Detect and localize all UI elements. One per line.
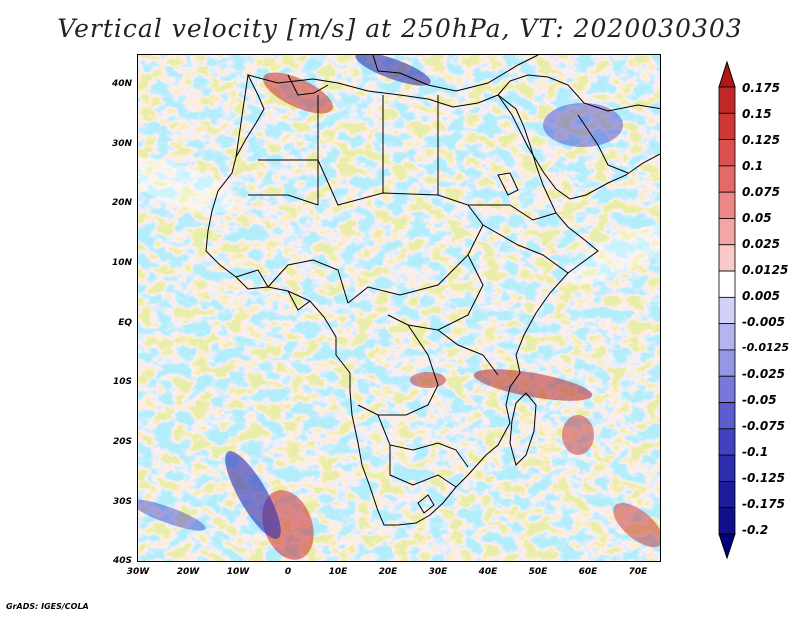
colorbar-label-15: -0.125 xyxy=(742,471,785,485)
colorbar-bin-16 xyxy=(718,481,736,509)
colorbar-label-4: 0.075 xyxy=(742,185,780,199)
colorbar-label-13: -0.075 xyxy=(742,419,785,433)
grads-credit: GrADS: IGES/COLA xyxy=(6,602,89,611)
lat-label-10s: 10S xyxy=(112,377,132,387)
colorbar-label-5: 0.05 xyxy=(742,211,772,225)
lon-label-30w: 30W xyxy=(126,567,150,577)
lon-label-40e: 40E xyxy=(478,567,498,577)
colorbar-label-8: 0.005 xyxy=(742,289,780,303)
lon-label-10e: 10E xyxy=(328,567,348,577)
colorbar-label-16: -0.175 xyxy=(742,497,785,511)
colorbar-bin-14 xyxy=(718,428,736,456)
lon-label-20e: 20E xyxy=(378,567,398,577)
lon-label-70e: 70E xyxy=(628,567,648,577)
colorbar-label-2: 0.125 xyxy=(742,133,780,147)
colorbar-label-1: 0.15 xyxy=(742,107,772,121)
colorbar-bin-1 xyxy=(718,86,736,114)
colorbar-label-14: -0.1 xyxy=(742,445,769,459)
lat-label-30s: 30S xyxy=(112,497,132,507)
colorbar-bin-7 xyxy=(718,244,736,272)
lon-label-60e: 60E xyxy=(578,567,598,577)
colorbar xyxy=(718,60,736,560)
colorbar-bin-5 xyxy=(718,191,736,219)
colorbar-label-9: -0.005 xyxy=(742,315,785,329)
colorbar-arrow-bottom xyxy=(718,533,736,560)
colorbar-bin-10 xyxy=(718,323,736,351)
lat-label-10n: 10N xyxy=(111,258,132,268)
lat-label-30n: 30N xyxy=(111,139,132,149)
colorbar-bin-4 xyxy=(718,165,736,193)
lon-label-50e: 50E xyxy=(528,567,548,577)
colorbar-bin-3 xyxy=(718,139,736,167)
colorbar-bin-6 xyxy=(718,218,736,246)
colorbar-bin-8 xyxy=(718,270,736,298)
colorbar-bin-12 xyxy=(718,375,736,403)
lon-label-30e: 30E xyxy=(428,567,448,577)
colorbar-bin-9 xyxy=(718,296,736,325)
lon-label-0: 0 xyxy=(284,567,292,577)
colorbar-label-0: 0.175 xyxy=(742,81,780,95)
colorbar-bin-11 xyxy=(718,349,736,377)
lat-label-20s: 20S xyxy=(112,437,132,447)
colorbar-label-3: 0.1 xyxy=(742,159,764,173)
colorbar-bin-13 xyxy=(718,402,736,430)
lon-label-10w: 10W xyxy=(226,567,250,577)
coastlines xyxy=(205,55,660,526)
colorbar-bin-17 xyxy=(718,507,736,535)
colorbar-label-11: -0.025 xyxy=(742,367,785,381)
colorbar-bin-15 xyxy=(718,454,736,482)
lat-label-eq: EQ xyxy=(118,318,132,328)
map-title: Vertical velocity [m/s] at 250hPa, VT: 2… xyxy=(57,14,743,43)
field-texture xyxy=(138,55,660,561)
lat-label-40n: 40N xyxy=(111,79,132,89)
colorbar-bin-2 xyxy=(718,112,736,140)
velocity-field xyxy=(138,55,660,561)
lat-label-40s: 40S xyxy=(112,556,132,566)
lon-label-20w: 20W xyxy=(176,567,200,577)
colorbar-label-12: -0.05 xyxy=(742,393,777,407)
lat-label-20n: 20N xyxy=(111,198,132,208)
colorbar-label-6: 0.025 xyxy=(742,237,780,251)
colorbar-label-17: -0.2 xyxy=(742,523,769,537)
colorbar-label-7: 0.0125 xyxy=(742,263,789,277)
map-panel xyxy=(137,54,661,562)
colorbar-arrow-top xyxy=(718,60,736,88)
anomaly-patches xyxy=(138,55,660,560)
colorbar-label-10: -0.0125 xyxy=(742,341,790,354)
